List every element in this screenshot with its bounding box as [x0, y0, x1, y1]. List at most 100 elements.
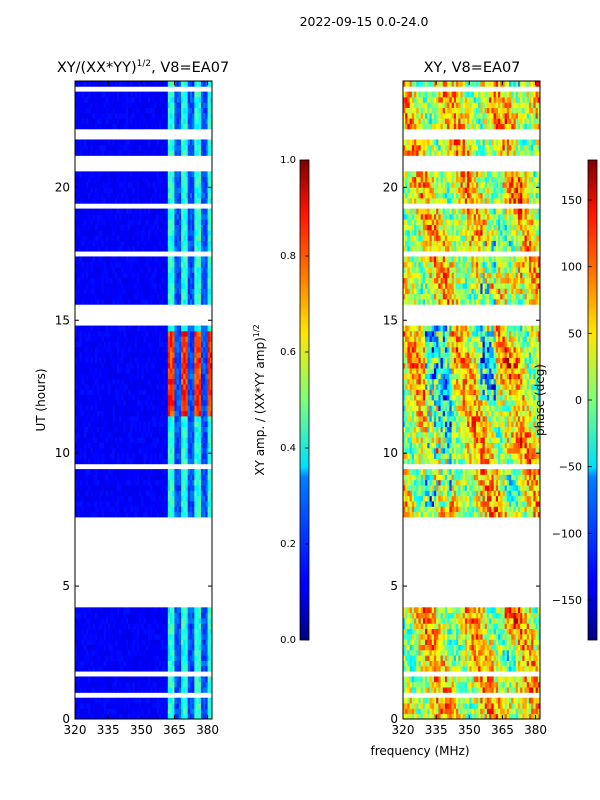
amp-heat-cell	[81, 267, 85, 273]
amp-heat-cell	[108, 421, 111, 427]
amp-heat-cell	[99, 176, 102, 183]
amp-heat-cell	[154, 400, 158, 406]
amp-heat-cell	[209, 655, 213, 661]
amp-heat-cell	[101, 288, 105, 295]
amp-heat-cell	[112, 368, 116, 374]
amp-heat-cell	[132, 501, 136, 507]
amp-heat-cell	[97, 453, 100, 459]
amp-heat-cell	[105, 490, 109, 497]
amp-heat-cell	[194, 346, 197, 353]
amp-heat-cell	[158, 474, 162, 481]
amp-heat-cell	[167, 453, 171, 459]
amp-heat-cell	[77, 617, 80, 624]
amp-heat-cell	[94, 649, 98, 656]
amp-heat-cell	[119, 708, 122, 715]
amp-heat-cell	[103, 288, 107, 295]
amp-heat-cell	[86, 479, 89, 486]
amp-heat-cell	[192, 389, 195, 396]
amp-heat-cell	[141, 352, 144, 358]
amp-heat-cell	[103, 612, 107, 619]
amp-heat-cell	[152, 139, 155, 146]
amp-heat-cell	[116, 633, 120, 640]
amp-heat-cell	[194, 633, 197, 640]
amp-heat-cell	[143, 681, 147, 688]
amp-heat-cell	[128, 139, 131, 146]
amp-heat-cell	[79, 373, 83, 380]
amp-heat-cell	[158, 639, 162, 645]
amp-heat-cell	[112, 330, 116, 337]
amp-heat-cell	[192, 378, 195, 385]
amp-heat-cell	[200, 713, 204, 720]
amp-heat-cell	[205, 346, 208, 353]
amp-heat-cell	[114, 474, 118, 481]
amp-heat-cell	[174, 378, 178, 385]
amp-heat-cell	[116, 511, 120, 518]
amp-heat-cell	[154, 415, 158, 422]
amp-heat-cell	[75, 447, 78, 454]
amp-heat-cell	[158, 612, 162, 619]
amp-heat-cell	[108, 676, 111, 683]
amp-heat-cell	[189, 267, 193, 273]
amp-heat-cell	[163, 506, 166, 513]
amp-heat-cell	[176, 639, 180, 645]
amp-heat-cell	[81, 171, 85, 178]
amp-heat-cell	[83, 229, 87, 236]
amp-heat-cell	[174, 368, 178, 374]
amp-heat-cell	[108, 453, 111, 459]
amp-heat-cell	[128, 447, 131, 454]
amp-heat-cell	[110, 676, 113, 683]
amp-heat-cell	[121, 256, 125, 263]
amp-heat-cell	[141, 362, 144, 369]
amp-heat-cell	[90, 192, 94, 199]
amp-heat-cell	[136, 474, 140, 481]
amp-heat-cell	[194, 352, 197, 358]
amp-heat-cell	[192, 665, 195, 672]
amp-heat-cell	[112, 655, 116, 661]
amp-heat-cell	[112, 277, 116, 284]
amp-heat-cell	[128, 123, 131, 130]
amp-heat-cell	[192, 362, 195, 369]
amp-heat-cell	[132, 384, 136, 390]
amp-heat-cell	[152, 378, 155, 385]
amp-heat-cell	[154, 405, 158, 412]
amp-heat-cell	[167, 139, 171, 146]
amp-heat-cell	[112, 697, 116, 704]
amp-heat-cell	[121, 623, 125, 630]
amp-heat-cell	[189, 421, 193, 427]
amp-heat-cell	[163, 623, 166, 630]
amp-heat-cell	[174, 384, 178, 390]
amp-heat-cell	[77, 633, 80, 640]
amp-heat-cell	[183, 176, 186, 183]
amp-heat-cell	[99, 283, 102, 289]
amp-heat-cell	[150, 298, 153, 305]
amp-heat-cell	[99, 357, 102, 364]
amp-heat-cell	[79, 708, 83, 715]
amp-heat-cell	[86, 219, 89, 225]
amp-heat-cell	[86, 639, 89, 645]
amp-heat-cell	[88, 219, 91, 225]
amp-heat-cell	[178, 213, 182, 220]
amp-heat-cell	[132, 224, 136, 231]
amp-heat-cell	[110, 623, 113, 630]
amp-heat-cell	[125, 405, 129, 412]
amp-heat-cell	[147, 245, 151, 252]
amp-heat-cell	[205, 277, 208, 284]
amp-heat-cell	[185, 628, 189, 635]
amp-heat-cell	[185, 410, 189, 417]
amp-heat-cell	[86, 298, 89, 305]
amp-heat-cell	[203, 633, 206, 640]
amp-heat-cell	[147, 649, 151, 656]
amp-heat-cell	[185, 665, 189, 672]
amp-heat-cell	[103, 426, 107, 433]
amp-heat-cell	[121, 384, 125, 390]
amp-heat-cell	[198, 506, 202, 513]
amp-heat-cell	[196, 325, 200, 332]
amp-heat-cell	[194, 612, 197, 619]
amp-heat-cell	[97, 469, 100, 475]
amp-heat-cell	[139, 511, 142, 518]
amp-heat-cell	[119, 219, 122, 225]
amp-heat-cell	[112, 703, 116, 709]
amp-heat-cell	[90, 389, 94, 396]
amp-heat-cell	[141, 283, 144, 289]
amp-heat-cell	[207, 469, 211, 475]
